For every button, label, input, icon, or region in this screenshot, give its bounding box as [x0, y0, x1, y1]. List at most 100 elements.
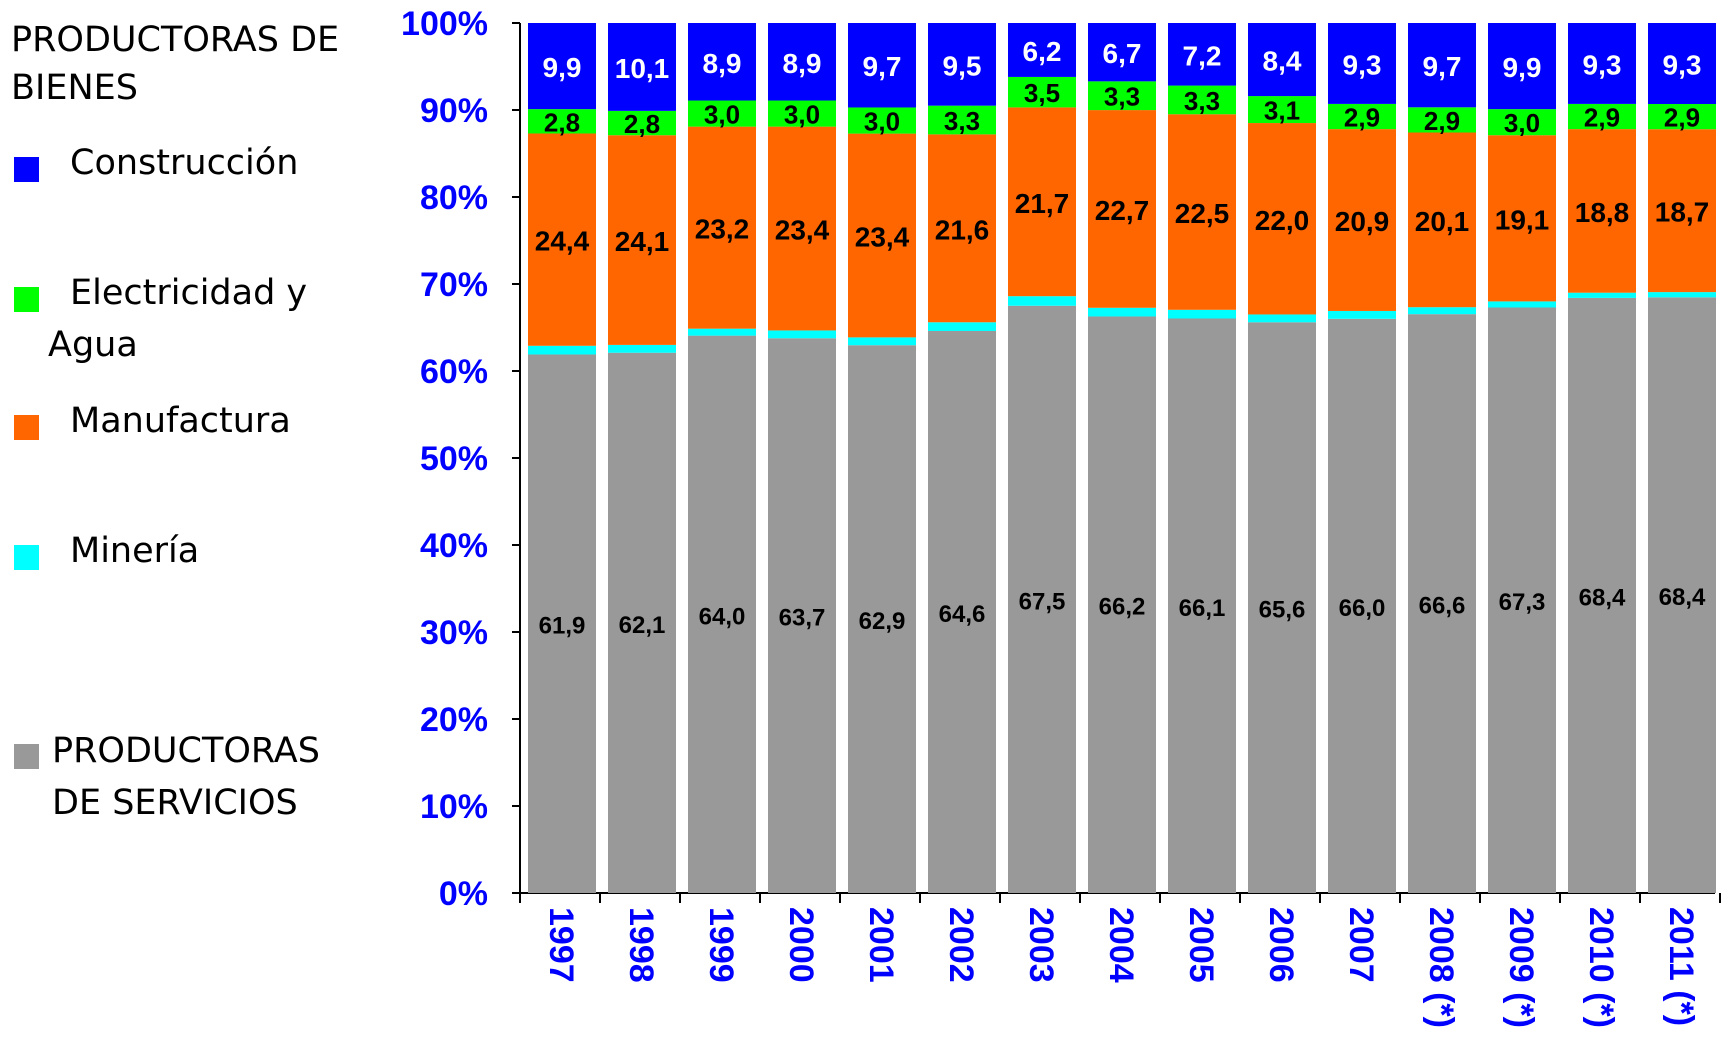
y-tick-label: 20%: [420, 701, 488, 739]
bar-segment: [1648, 129, 1716, 293]
bar-segment: [1328, 23, 1396, 104]
x-tick-label: 2008 (*): [1422, 907, 1460, 1028]
bar-segment: [608, 344, 676, 353]
bar-segment: [928, 105, 996, 135]
bar-segment: [1648, 292, 1716, 298]
data-label: 20,9: [1335, 206, 1390, 237]
data-label: 20,1: [1415, 206, 1470, 237]
bar-segment: [768, 100, 836, 127]
data-label: 9,7: [863, 51, 902, 82]
bar-segment: [1248, 96, 1316, 124]
data-label: 3,5: [1024, 78, 1060, 108]
bar-segment: [1568, 103, 1636, 130]
bar-segment: [848, 337, 916, 346]
bar-segment: [1488, 109, 1556, 136]
data-label: 3,1: [1264, 96, 1300, 126]
data-label: 65,6: [1259, 597, 1306, 624]
data-label: 23,2: [695, 214, 750, 245]
legend-swatch-manufactura: [14, 415, 39, 440]
data-label: 23,4: [775, 215, 830, 246]
bar-segment: [1248, 314, 1316, 323]
bar-segment: [1408, 23, 1476, 108]
data-label: 23,4: [855, 221, 910, 252]
data-label: 68,4: [1579, 584, 1626, 611]
bar-segment: [528, 354, 596, 894]
legend-label-electricidad-agua-line2: Agua: [48, 325, 138, 365]
bar-segment: [1648, 297, 1716, 893]
legend-label-electricidad-agua: Electricidad y: [70, 273, 308, 313]
data-label: 64,6: [939, 601, 986, 628]
x-tick-label: 1997: [542, 907, 580, 983]
data-label: 66,1: [1179, 595, 1226, 622]
bar-segment: [1088, 81, 1156, 111]
bar-segment: [688, 328, 756, 336]
legend-item-mineria: Minería: [0, 523, 380, 583]
bar-segment: [768, 126, 836, 331]
data-label: 9,5: [943, 50, 982, 81]
legend-label-manufactura: Manufactura: [70, 401, 291, 441]
x-tick-label: 2000: [782, 907, 820, 983]
legend-label-productoras-servicios: PRODUCTORAS: [52, 731, 320, 771]
data-label: 3,3: [1184, 86, 1220, 116]
legend-item-productoras-servicios: PRODUCTORAS DE SERVICIOS: [0, 723, 380, 833]
legend-label-productoras-servicios-line2: DE SERVICIOS: [52, 783, 298, 823]
bar-segment: [528, 345, 596, 355]
data-label: 22,0: [1255, 205, 1310, 236]
x-tick-label: 2002: [942, 907, 980, 983]
bar-segment: [688, 23, 756, 101]
bar-segment: [1328, 310, 1396, 319]
data-label: 8,4: [1263, 46, 1302, 77]
legend-title: PRODUCTORAS DE BIENES: [11, 20, 340, 108]
bar-segment: [1088, 307, 1156, 317]
bar-segment: [848, 23, 916, 108]
legend-label-mineria: Minería: [70, 531, 200, 571]
x-tick-label: 2011 (*): [1662, 907, 1700, 1026]
data-label: 66,6: [1419, 593, 1466, 620]
bar-segment: [1648, 103, 1716, 130]
bar-segment: [1248, 322, 1316, 893]
bar-segment: [688, 100, 756, 127]
bar-segment: [1008, 76, 1076, 108]
bar-segment: [608, 135, 676, 345]
data-label: 18,7: [1655, 197, 1710, 228]
data-label: 66,0: [1339, 595, 1386, 622]
bar-segment: [928, 330, 996, 894]
data-label: 21,6: [935, 214, 990, 245]
bar-segment: [1088, 110, 1156, 308]
bar-segment: [928, 322, 996, 331]
bar-segment: [1248, 123, 1316, 315]
bar-segment: [848, 107, 916, 134]
data-label: 6,2: [1023, 36, 1062, 67]
bar-segment: [1408, 307, 1476, 315]
data-label: 2,8: [544, 107, 580, 137]
bar-segment: [608, 23, 676, 111]
x-tick-label: 1998: [622, 907, 660, 983]
bar-segment: [1648, 23, 1716, 104]
data-label: 9,3: [1343, 49, 1382, 80]
data-label: 2,8: [624, 109, 660, 139]
y-tick-label: 30%: [420, 614, 488, 652]
legend-swatch-construccion: [14, 157, 39, 182]
bar-segment: [1408, 107, 1476, 133]
data-label: 62,1: [619, 612, 666, 639]
bar-segment: [688, 126, 756, 329]
bar-segment: [1488, 307, 1556, 893]
bar-segment: [1008, 107, 1076, 297]
legend-swatch-mineria: [14, 545, 39, 570]
bar-segment: [1168, 23, 1236, 86]
data-label: 24,4: [535, 226, 590, 257]
bar-segment: [1088, 23, 1156, 82]
data-label: 66,2: [1099, 594, 1146, 621]
bar-segment: [848, 345, 916, 893]
y-tick-label: 70%: [420, 266, 488, 304]
data-label: 3,3: [944, 106, 980, 136]
data-label: 67,5: [1019, 588, 1066, 615]
data-label: 7,2: [1183, 40, 1222, 71]
data-label: 18,8: [1575, 197, 1630, 228]
y-tick-label: 90%: [420, 92, 488, 130]
bar-segment: [768, 338, 836, 893]
bar-segment: [848, 133, 916, 338]
bar-segment: [1408, 314, 1476, 894]
data-label: 67,3: [1499, 589, 1546, 616]
